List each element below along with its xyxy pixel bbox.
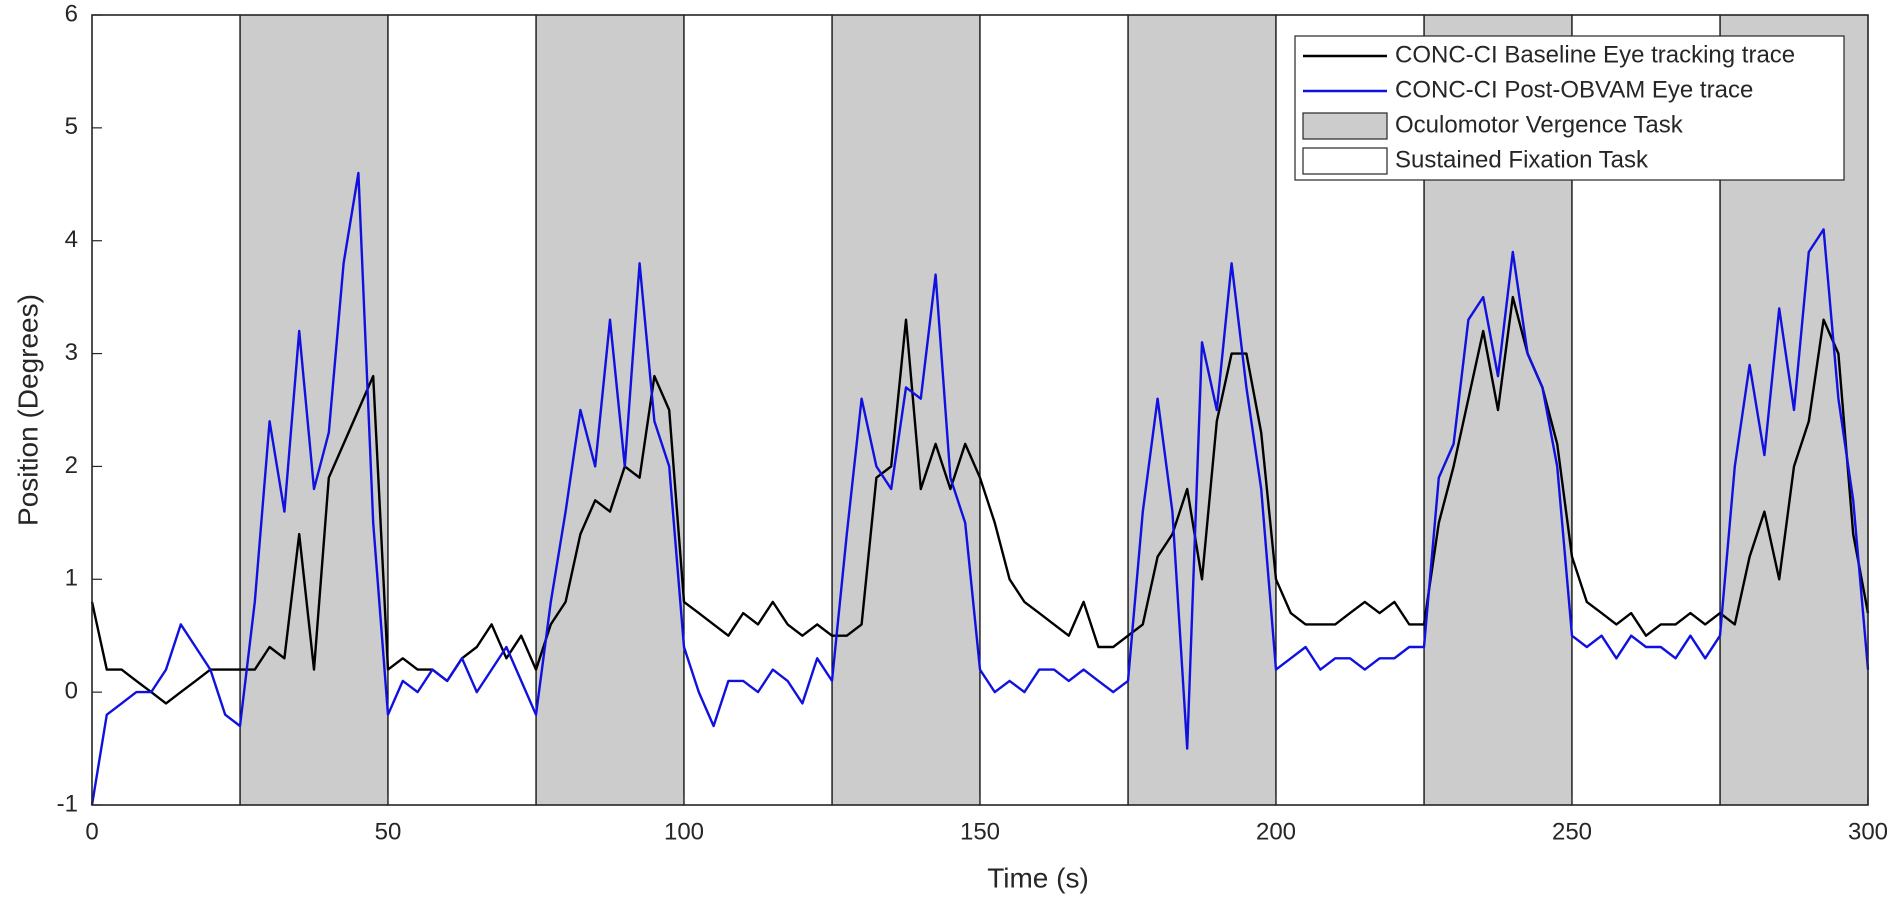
task-region — [239, 14, 389, 806]
task-region — [1127, 14, 1277, 806]
y-tick-label: 3 — [65, 339, 78, 366]
x-tick-label: 250 — [1552, 818, 1592, 845]
legend-label: Oculomotor Vergence Task — [1395, 111, 1684, 138]
task-region — [91, 14, 241, 806]
trace-line — [90, 171, 1870, 806]
y-tick-label: 4 — [65, 226, 78, 253]
x-tick-label: 50 — [375, 818, 402, 845]
x-tick-label: 150 — [960, 818, 1000, 845]
legend-patch — [1302, 112, 1388, 140]
y-tick-label: -1 — [57, 790, 78, 817]
y-axis-label: Position (Degrees) — [12, 294, 43, 526]
axes-box — [91, 14, 1869, 806]
legend-label: CONC-CI Baseline Eye tracking trace — [1395, 41, 1795, 68]
task-region — [387, 14, 537, 806]
task-region — [979, 14, 1129, 806]
legend-label: Sustained Fixation Task — [1395, 146, 1649, 173]
x-tick-label: 100 — [664, 818, 704, 845]
x-tick-label: 200 — [1256, 818, 1296, 845]
y-tick-label: 6 — [65, 0, 78, 27]
task-region — [683, 14, 833, 806]
y-tick-label: 0 — [65, 677, 78, 704]
task-region — [535, 14, 685, 806]
x-tick-label: 0 — [85, 818, 98, 845]
y-tick-label: 5 — [65, 113, 78, 140]
y-tick-label: 1 — [65, 565, 78, 592]
x-axis-label: Time (s) — [987, 862, 1089, 893]
legend-label: CONC-CI Post-OBVAM Eye trace — [1395, 76, 1753, 103]
legend-patch — [1302, 147, 1388, 175]
trace-line — [90, 295, 1870, 705]
x-tick-label: 300 — [1848, 818, 1888, 845]
task-region — [831, 14, 981, 806]
y-tick-label: 2 — [65, 452, 78, 479]
